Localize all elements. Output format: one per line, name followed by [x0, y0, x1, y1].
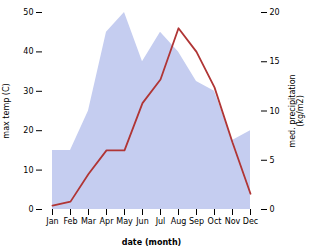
- svg-text:date (month): date (month): [122, 238, 182, 247]
- svg-text:max temp (C): max temp (C): [2, 83, 11, 138]
- svg-text:Aug: Aug: [171, 217, 187, 226]
- svg-text:Jun: Jun: [135, 217, 149, 226]
- svg-text:Mar: Mar: [81, 217, 97, 226]
- svg-text:May: May: [116, 217, 133, 226]
- svg-text:20: 20: [270, 8, 280, 17]
- svg-text:med. precipitation(kg/m2): med. precipitation(kg/m2): [288, 74, 305, 147]
- svg-text:Apr: Apr: [100, 217, 115, 226]
- svg-text:Nov: Nov: [225, 217, 241, 226]
- svg-text:30: 30: [23, 87, 33, 96]
- svg-text:10: 10: [23, 166, 33, 175]
- svg-text:50: 50: [23, 8, 33, 17]
- svg-text:20: 20: [23, 126, 33, 135]
- svg-text:Dec: Dec: [243, 217, 258, 226]
- svg-text:Sep: Sep: [189, 217, 204, 226]
- svg-text:15: 15: [270, 57, 280, 66]
- svg-text:0: 0: [270, 205, 275, 214]
- svg-text:0: 0: [28, 205, 33, 214]
- svg-text:Feb: Feb: [63, 217, 77, 226]
- svg-text:5: 5: [270, 156, 275, 165]
- svg-text:Jul: Jul: [155, 217, 166, 226]
- svg-text:Oct: Oct: [208, 217, 222, 226]
- svg-text:10: 10: [270, 107, 280, 116]
- svg-text:40: 40: [23, 47, 33, 56]
- svg-text:Jan: Jan: [45, 217, 58, 226]
